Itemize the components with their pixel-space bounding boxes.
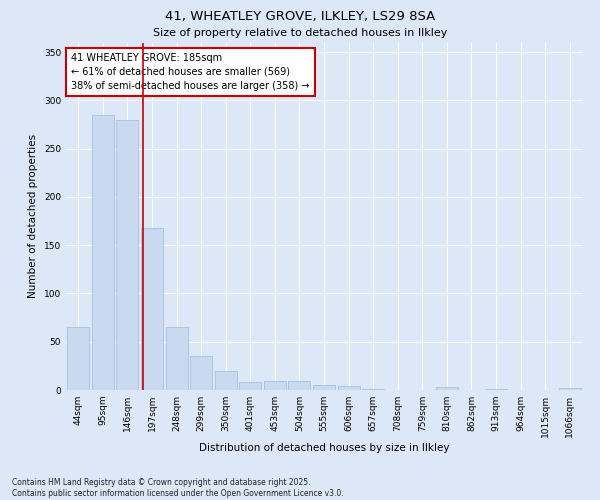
Bar <box>215 370 237 390</box>
Bar <box>141 228 163 390</box>
Bar <box>166 328 188 390</box>
Bar <box>559 388 581 390</box>
Text: Contains HM Land Registry data © Crown copyright and database right 2025.
Contai: Contains HM Land Registry data © Crown c… <box>12 478 344 498</box>
Bar <box>289 382 310 390</box>
Bar <box>264 382 286 390</box>
Text: Size of property relative to detached houses in Ilkley: Size of property relative to detached ho… <box>153 28 447 38</box>
Bar <box>92 115 114 390</box>
X-axis label: Distribution of detached houses by size in Ilkley: Distribution of detached houses by size … <box>199 442 449 452</box>
Bar <box>338 386 359 390</box>
Text: 41, WHEATLEY GROVE, ILKLEY, LS29 8SA: 41, WHEATLEY GROVE, ILKLEY, LS29 8SA <box>165 10 435 23</box>
Bar <box>239 382 262 390</box>
Bar <box>116 120 139 390</box>
Bar <box>485 389 507 390</box>
Bar <box>313 385 335 390</box>
Bar <box>67 328 89 390</box>
Bar <box>362 389 384 390</box>
Y-axis label: Number of detached properties: Number of detached properties <box>28 134 38 298</box>
Text: 41 WHEATLEY GROVE: 185sqm
← 61% of detached houses are smaller (569)
38% of semi: 41 WHEATLEY GROVE: 185sqm ← 61% of detac… <box>71 53 310 91</box>
Bar <box>190 356 212 390</box>
Bar <box>436 387 458 390</box>
